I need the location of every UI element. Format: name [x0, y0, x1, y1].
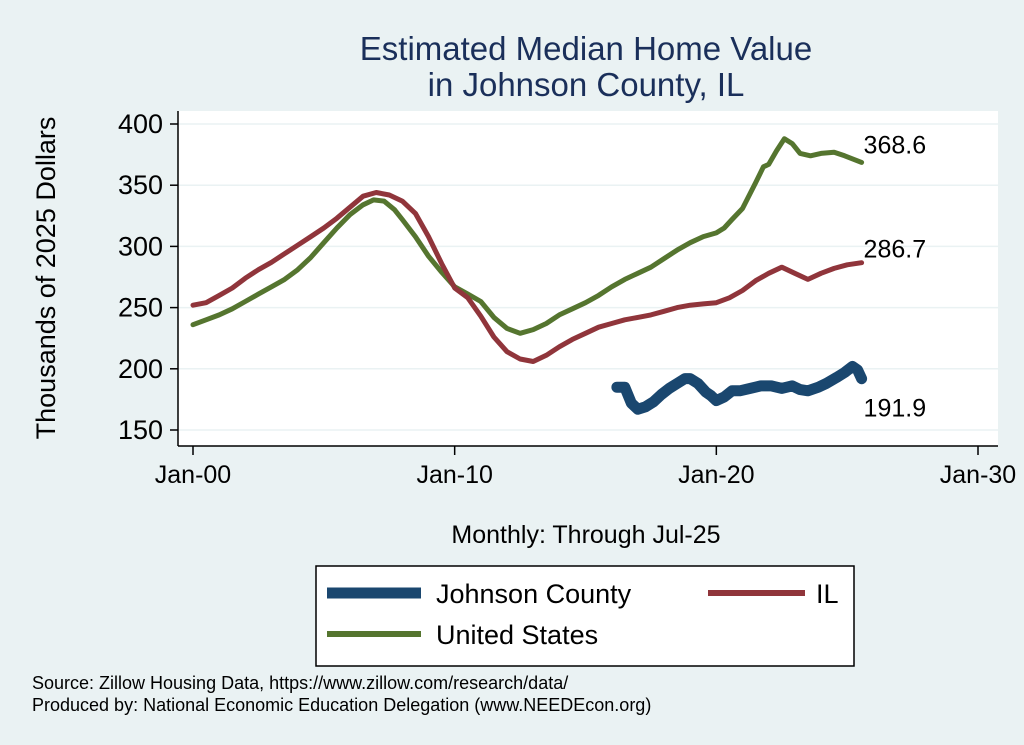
end-label-johnson-county: 191.9	[864, 395, 927, 423]
x-tick-label-Jan-20: Jan-20	[678, 461, 754, 489]
legend: Johnson County IL United States	[315, 565, 855, 667]
producer-note: Produced by: National Economic Education…	[32, 695, 651, 715]
legend-box	[315, 565, 855, 667]
x-tick-label-Jan-10: Jan-10	[416, 461, 492, 489]
source-note: Source: Zillow Housing Data, https://www…	[32, 673, 568, 693]
y-tick-label-250: 250	[118, 293, 163, 323]
series-line-il	[190, 190, 865, 364]
y-tick-label-150: 150	[118, 415, 163, 445]
y-tick-label-350: 350	[118, 170, 163, 200]
series-lines	[190, 136, 868, 415]
x-axis-title: Monthly: Through Jul-25	[451, 521, 720, 549]
x-tick-label-Jan-00: Jan-00	[155, 461, 231, 489]
end-labels: 368.6 286.7 191.9	[864, 131, 927, 422]
y-tick-label-200: 200	[118, 354, 163, 384]
chart-title-line-2: in Johnson County, IL	[428, 66, 745, 103]
end-label-il: 286.7	[864, 236, 927, 264]
legend-label-il: IL	[816, 579, 839, 609]
grid	[178, 123, 998, 431]
plot-area	[178, 111, 998, 446]
chart-title-line-1: Estimated Median Home Value	[360, 30, 812, 67]
axes: 150 200 250 300 350 400 Jan-00 Jan-10 Jan-20 Jan-…	[118, 109, 1016, 489]
y-axis-title: Thousands of 2025 Dollars	[31, 117, 61, 440]
legend-label-johnson-county: Johnson County	[436, 579, 632, 609]
end-label-united-states: 368.6	[864, 131, 927, 159]
legend-label-united-states: United States	[436, 620, 598, 650]
series-line-johnson-county	[611, 360, 868, 415]
y-tick-label-400: 400	[118, 109, 163, 139]
series-line-united-states	[190, 136, 865, 336]
y-tick-label-300: 300	[118, 231, 163, 261]
x-tick-label-Jan-30: Jan-30	[940, 461, 1016, 489]
